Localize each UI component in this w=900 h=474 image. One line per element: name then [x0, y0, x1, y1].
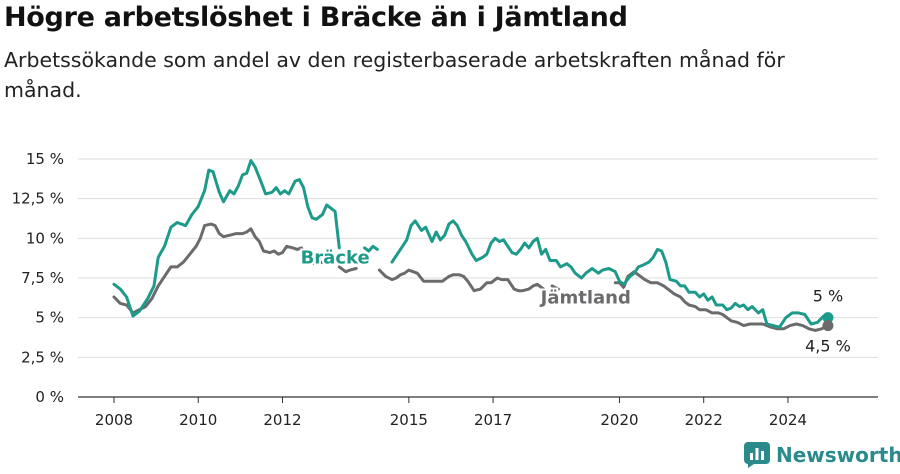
x-tick-label: 2020	[600, 411, 638, 429]
y-tick-label: 5 %	[35, 309, 64, 327]
end-dot-jamtland	[822, 320, 834, 332]
x-tick-label: 2017	[474, 411, 512, 429]
x-axis-ticks: 2008 2010 2012 2015 2017 2020 2022 2024	[95, 397, 807, 429]
y-tick-label: 2,5 %	[21, 348, 64, 366]
y-tick-label: 15 %	[26, 150, 64, 168]
series-name-bracke: Bräcke	[301, 248, 370, 269]
brand-name: Newsworthy	[776, 443, 900, 467]
brand-logo: Newsworthy	[744, 442, 900, 468]
series-line-bracke	[112, 159, 830, 329]
series-line-jamtland	[112, 222, 830, 332]
x-tick-label: 2015	[390, 411, 428, 429]
grid-lines	[78, 158, 878, 398]
series-lines	[112, 159, 834, 332]
y-tick-label: 7,5 %	[21, 269, 64, 287]
page-subtitle: Arbetssökande som andel av den registerb…	[4, 48, 785, 102]
end-label-bracke: 5 %	[813, 287, 843, 306]
series-name-jamtland: Jämtland	[539, 287, 631, 308]
y-tick-label: 0 %	[35, 388, 64, 406]
end-dot-bracke	[822, 312, 834, 324]
x-tick-label: 2010	[179, 411, 217, 429]
line-chart: 0 %2,5 %5 %7,5 %10 %12,5 %15 % 2008 2010 2…	[12, 150, 878, 429]
y-tick-label: 12,5 %	[12, 190, 64, 208]
y-axis-ticks: 0 % 2,5 % 5 % 7,5 % 10 % 12,5 % 15 %	[12, 150, 64, 406]
x-tick-label: 2024	[769, 411, 807, 429]
x-tick-label: 2012	[263, 411, 301, 429]
x-tick-label: 2022	[685, 411, 723, 429]
x-tick-label: 2008	[95, 411, 133, 429]
page-title: Högre arbetslöshet i Bräcke än i Jämtlan…	[4, 2, 628, 33]
series-labels: 5 % 4,5 % Bräcke Jämtland	[299, 246, 851, 356]
end-label-jamtland: 4,5 %	[805, 337, 851, 356]
newsworthy-logo-icon	[744, 442, 770, 468]
y-tick-label: 10 %	[26, 229, 64, 247]
